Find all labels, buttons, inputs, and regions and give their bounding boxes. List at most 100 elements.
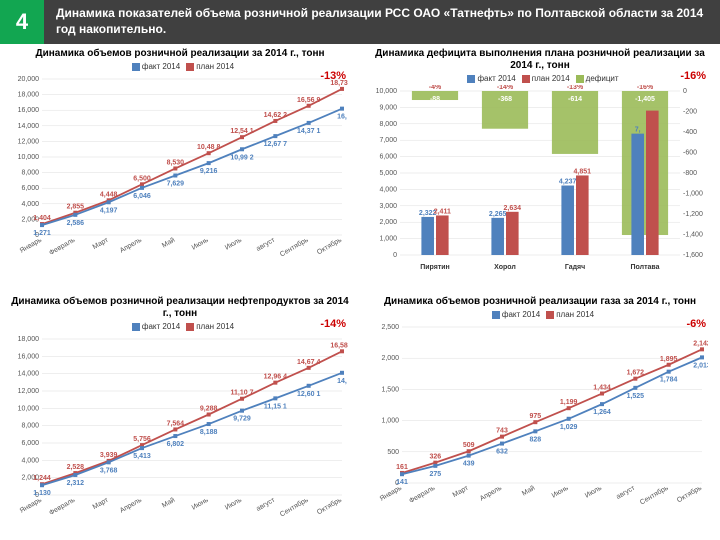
svg-text:1,264: 1,264 [593, 409, 611, 416]
svg-text:3,939: 3,939 [100, 452, 118, 459]
svg-text:6,500: 6,500 [133, 175, 151, 182]
svg-text:6,000: 6,000 [21, 185, 39, 192]
svg-text:3,768: 3,768 [100, 467, 118, 474]
svg-text:439: 439 [463, 461, 475, 468]
svg-text:18,000: 18,000 [18, 336, 40, 343]
svg-text:Апрель: Апрель [119, 236, 143, 254]
chart4-pct: -6% [686, 318, 706, 330]
svg-text:0: 0 [683, 88, 687, 95]
svg-text:8,188: 8,188 [200, 429, 218, 436]
svg-text:1,895: 1,895 [660, 356, 678, 363]
svg-text:10,000: 10,000 [376, 88, 398, 95]
svg-text:Май: Май [160, 236, 176, 250]
svg-text:2,013: 2,013 [693, 362, 708, 369]
svg-text:2,000: 2,000 [381, 355, 399, 362]
svg-text:1,500: 1,500 [381, 386, 399, 393]
svg-text:Сентябрь: Сентябрь [638, 484, 669, 507]
svg-text:10,000: 10,000 [18, 405, 40, 412]
svg-text:2,586: 2,586 [67, 220, 85, 227]
svg-text:14,000: 14,000 [18, 123, 40, 130]
svg-text:-1,400: -1,400 [683, 232, 703, 239]
svg-text:12,96 4: 12,96 4 [264, 374, 287, 381]
svg-text:12,000: 12,000 [18, 138, 40, 145]
svg-text:2,411: 2,411 [434, 208, 451, 215]
chart1-svg: 02,0004,0006,0008,00010,00012,00014,0001… [8, 73, 348, 273]
svg-text:7,: 7, [635, 127, 641, 134]
svg-text:Апрель: Апрель [119, 496, 143, 514]
svg-text:14,000: 14,000 [18, 371, 40, 378]
svg-text:9,729: 9,729 [233, 416, 251, 423]
svg-text:-400: -400 [683, 129, 697, 136]
svg-text:Октябрь: Октябрь [315, 496, 343, 517]
svg-text:9,216: 9,216 [200, 168, 218, 175]
svg-text:1,199: 1,199 [560, 399, 578, 406]
svg-text:Февраль: Февраль [48, 236, 76, 256]
header: 4 Динамика показателей объема розничной … [0, 0, 720, 44]
svg-text:326: 326 [429, 454, 441, 461]
svg-text:-1,600: -1,600 [683, 252, 703, 259]
svg-text:Сентябрь: Сентябрь [278, 236, 309, 259]
svg-text:1,672: 1,672 [627, 370, 645, 377]
svg-text:8,000: 8,000 [21, 170, 39, 177]
svg-text:Сентябрь: Сентябрь [278, 496, 309, 519]
svg-text:7,629: 7,629 [167, 180, 185, 187]
svg-text:743: 743 [496, 428, 508, 435]
svg-text:Январь: Январь [19, 236, 44, 254]
chart4-svg: 05001,0001,5002,0002,5001613265097439751… [368, 321, 708, 521]
svg-text:14,62 2: 14,62 2 [264, 112, 287, 119]
chart3-title: Динамика объемов розничной реализации не… [8, 296, 352, 320]
chart1-legend: факт 2014план 2014 [8, 62, 352, 71]
svg-text:11,15 1: 11,15 1 [264, 403, 287, 410]
chart-top-left: Динамика объемов розничной реализации за… [0, 44, 360, 292]
svg-text:7,564: 7,564 [167, 420, 185, 427]
svg-text:7,000: 7,000 [379, 137, 397, 144]
svg-text:509: 509 [463, 442, 475, 449]
svg-text:Январь: Январь [379, 484, 404, 502]
chart-bottom-left: Динамика объемов розничной реализации не… [0, 292, 360, 540]
svg-text:8,000: 8,000 [21, 423, 39, 430]
chart2-pct: -16% [680, 70, 706, 82]
svg-text:август: август [615, 484, 637, 501]
svg-text:1,434: 1,434 [593, 385, 611, 392]
chart3-svg: 02,0004,0006,0008,00010,00012,00014,0001… [8, 333, 348, 533]
svg-text:10,99 2: 10,99 2 [230, 154, 253, 161]
svg-text:-14%: -14% [497, 85, 514, 91]
svg-text:Июнь: Июнь [191, 496, 210, 511]
svg-text:Октябрь: Октябрь [315, 236, 343, 257]
svg-text:-1,000: -1,000 [683, 191, 703, 198]
svg-text:-13%: -13% [567, 85, 584, 91]
svg-text:-800: -800 [683, 170, 697, 177]
chart3-legend: факт 2014план 2014 [8, 322, 352, 331]
svg-text:1,244: 1,244 [33, 475, 51, 482]
svg-text:Июль: Июль [584, 484, 603, 499]
svg-text:3,000: 3,000 [379, 203, 397, 210]
svg-text:1,130: 1,130 [33, 490, 51, 497]
svg-text:4,000: 4,000 [379, 186, 397, 193]
svg-text:Пирятин: Пирятин [420, 264, 450, 271]
svg-text:2,500: 2,500 [381, 324, 399, 331]
svg-text:Октябрь: Октябрь [675, 484, 703, 505]
svg-text:14,37 1: 14,37 1 [297, 128, 320, 135]
svg-text:4,851: 4,851 [574, 168, 592, 175]
svg-text:975: 975 [529, 413, 541, 420]
svg-text:5,000: 5,000 [379, 170, 397, 177]
svg-text:Февраль: Февраль [48, 496, 76, 516]
svg-text:Июнь: Июнь [551, 484, 570, 499]
svg-text:6,000: 6,000 [21, 440, 39, 447]
svg-text:август: август [255, 236, 277, 253]
svg-text:Июнь: Июнь [191, 236, 210, 251]
svg-text:6,000: 6,000 [379, 154, 397, 161]
svg-text:-600: -600 [683, 150, 697, 157]
svg-text:1,525: 1,525 [627, 393, 645, 400]
svg-text:2,000: 2,000 [379, 219, 397, 226]
svg-text:16,000: 16,000 [18, 107, 40, 114]
svg-text:12,67 7: 12,67 7 [264, 141, 287, 148]
svg-text:8,530: 8,530 [167, 159, 185, 166]
chart2-legend: факт 2014план 2014дефицит [368, 74, 712, 83]
svg-text:1,271: 1,271 [33, 230, 51, 237]
slide-title: Динамика показателей объема розничной ре… [44, 0, 720, 44]
chart2-title: Динамика дефицита выполнения плана розни… [368, 48, 712, 72]
svg-text:Гадяч: Гадяч [565, 264, 585, 271]
svg-text:-368: -368 [498, 96, 512, 103]
svg-text:16,58 0: 16,58 0 [330, 342, 348, 349]
